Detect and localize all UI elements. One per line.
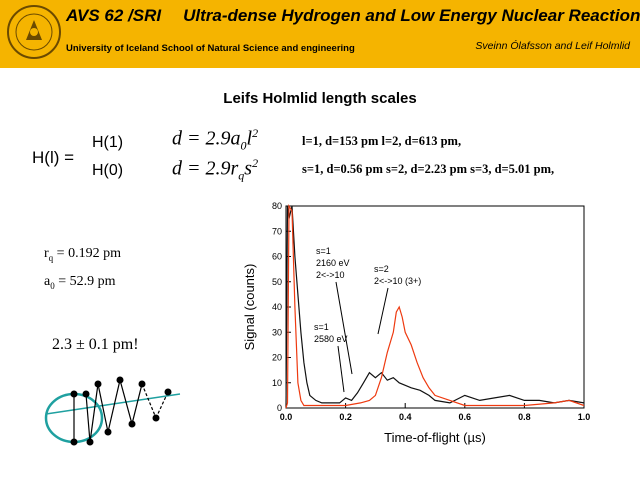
x-axis-label: Time-of-flight (µs) (384, 430, 486, 445)
y-tick-label: 60 (272, 252, 282, 262)
a0-text: = 52.9 pm (58, 274, 116, 289)
h1-results: l=1, d=153 pm l=2, d=613 pm, (302, 134, 462, 148)
x-tick-label: 1.0 (578, 412, 591, 422)
header-title: AVS 62 /SRI Ultra-dense Hydrogen and Low … (66, 6, 640, 26)
h0-results: s=1, d=0.56 pm s=2, d=2.23 pm s=3, d=5.0… (302, 162, 555, 176)
university-seal-icon (7, 5, 61, 59)
y-tick-label: 80 (272, 201, 282, 211)
formula-h0: d = 2.9rqs2 (172, 156, 259, 183)
x-tick-label: 0.8 (518, 412, 531, 422)
annotation-2-label: s=2 (374, 264, 389, 274)
a0-value: a0 = 52.9 pm (44, 274, 116, 291)
y-axis-label: Signal (counts) (242, 264, 257, 351)
formula-h1: d = 2.9a0l2 (172, 126, 259, 153)
series-line-2 (285, 203, 585, 409)
annotation-2-transition: 2<->10 (3+) (374, 276, 421, 286)
annotation-3-label: s=1 (314, 322, 329, 332)
y-tick-label: 50 (272, 277, 282, 287)
x-tick-label: 0.2 (339, 412, 352, 422)
annotation-2-arrow (377, 287, 389, 335)
y-tick-label: 40 (272, 302, 282, 312)
y-tick-label: 70 (272, 226, 282, 236)
h1-label: H(1) (92, 134, 124, 151)
y-tick-label: 30 (272, 327, 282, 337)
x-tick-label: 0.6 (459, 412, 472, 422)
annotation-1-arrow (335, 281, 353, 375)
x-tick-label: 0.0 (280, 412, 293, 422)
h-label: H(l) = (32, 148, 75, 167)
annotation-1-transition: 2<->10 (316, 270, 345, 280)
rq-value: rq = 0.192 pm (44, 246, 121, 263)
annotation-3-energy: 2580 eV (314, 334, 348, 344)
annotation-3-arrow (337, 345, 345, 393)
slide-header: AVS 62 /SRI Ultra-dense Hydrogen and Low … (0, 0, 640, 68)
h0-label: H(0) (92, 162, 124, 179)
slide-title: Leifs Holmlid length scales (223, 90, 417, 107)
annotation-1-energy: 2160 eV (316, 258, 350, 268)
institution: University of Iceland School of Natural … (66, 43, 355, 54)
y-tick-label: 0 (277, 403, 282, 413)
rq-text: = 0.192 pm (56, 246, 121, 261)
authors: Sveinn Ólafsson and Leif Holmlid (475, 40, 630, 52)
pm-value: 2.3 ± 0.1 pm! (52, 336, 139, 353)
series-line-1 (285, 205, 585, 409)
tof-chart: 0 10 20 30 40 50 60 70 80 0.0 0.2 0.4 0.6 0.8 1.0 Time-… (242, 201, 591, 445)
talk-title: Ultra-dense Hydrogen and Low Energy Nucl… (183, 6, 640, 25)
y-tick-label: 20 (272, 353, 282, 363)
hydrogen-cluster-diagram (44, 376, 181, 446)
annotation-1-label: s=1 (316, 246, 331, 256)
course-code: AVS 62 /SRI (66, 6, 162, 25)
y-tick-label: 10 (272, 378, 282, 388)
x-tick-label: 0.4 (399, 412, 412, 422)
plot-frame (285, 205, 585, 409)
